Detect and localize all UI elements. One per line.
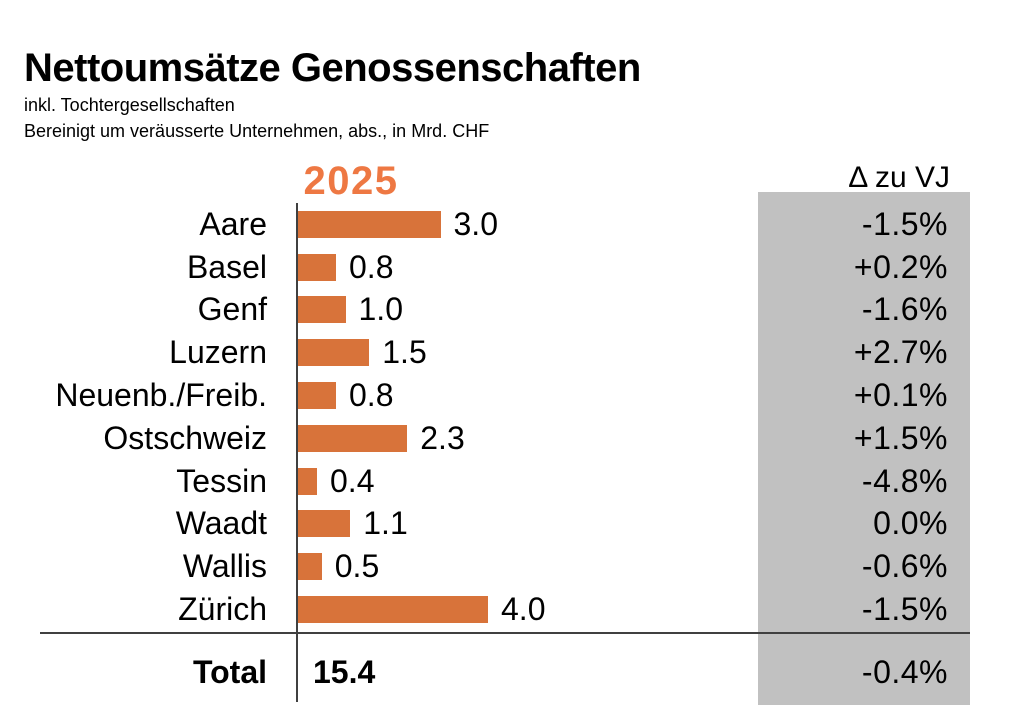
chart-row: Neuenb./Freib. 0.8 +0.1% <box>0 374 1024 417</box>
value-bar <box>298 510 351 538</box>
value-bar <box>298 553 322 581</box>
value-label: 0.5 <box>334 548 380 585</box>
column-header-delta: Δ zu VJ <box>848 161 950 194</box>
chart-row: Luzern 1.5 +2.7% <box>0 331 1024 374</box>
value-bar <box>298 339 370 367</box>
chart-row: Genf 1.0 -1.6% <box>0 289 1024 332</box>
total-value: 15.4 <box>313 653 376 690</box>
total-delta: -0.4% <box>861 653 948 690</box>
value-label: 0.8 <box>349 248 394 285</box>
chart-subtitle-2: Bereinigt um veräusserte Unternehmen, ab… <box>24 121 490 141</box>
value-bar <box>298 424 408 452</box>
value-bar <box>298 467 317 495</box>
chart-row: Wallis 0.5 -0.6% <box>0 545 1024 588</box>
value-label: 4.0 <box>501 591 546 628</box>
delta-value: -1.6% <box>861 291 948 328</box>
delta-value: +1.5% <box>853 419 948 456</box>
category-label: Genf <box>197 291 267 328</box>
delta-value: -0.6% <box>861 548 948 585</box>
total-divider-line <box>40 632 970 634</box>
value-label: 0.4 <box>330 462 375 499</box>
delta-column-background <box>758 192 970 705</box>
delta-value: +0.1% <box>853 377 948 414</box>
delta-value: 0.0% <box>873 505 948 542</box>
value-label: 1.5 <box>382 334 427 371</box>
value-bar <box>298 210 441 238</box>
chart-row: Aare 3.0 -1.5% <box>0 203 1024 246</box>
category-label: Neuenb./Freib. <box>55 377 267 414</box>
category-label: Zürich <box>178 591 267 628</box>
chart-subtitle-1: inkl. Tochtergesellschaften <box>24 95 235 115</box>
chart-row: Tessin 0.4 -4.8% <box>0 460 1024 503</box>
value-label: 1.1 <box>363 505 408 542</box>
delta-value: +0.2% <box>853 248 948 285</box>
delta-value: +2.7% <box>853 334 948 371</box>
chart-title: Nettoumsätze Genossenschaften <box>24 46 641 90</box>
column-header-year: 2025 <box>303 159 399 203</box>
category-label: Basel <box>186 248 267 285</box>
value-label: 2.3 <box>420 419 465 456</box>
chart-rows: Aare 3.0 -1.5% Basel 0.8 +0.2% Genf 1.0 -1.6% Luz… <box>0 203 1024 631</box>
category-label: Tessin <box>176 462 267 499</box>
category-label: Waadt <box>175 505 267 542</box>
category-label: Wallis <box>182 548 267 585</box>
chart-row: Waadt 1.1 0.0% <box>0 503 1024 546</box>
value-label: 0.8 <box>349 377 394 414</box>
category-label: Luzern <box>169 334 267 371</box>
chart-row: Ostschweiz 2.3 +1.5% <box>0 417 1024 460</box>
category-label: Ostschweiz <box>103 419 267 456</box>
value-bar <box>298 296 346 324</box>
chart-row: Zürich 4.0 -1.5% <box>0 588 1024 631</box>
category-label: Aare <box>199 205 267 242</box>
value-bar <box>298 382 336 410</box>
axis-baseline <box>296 203 298 702</box>
value-bar <box>298 253 336 281</box>
delta-value: -1.5% <box>861 205 948 242</box>
total-label: Total <box>192 653 267 690</box>
value-label: 3.0 <box>453 205 498 242</box>
chart-row: Basel 0.8 +0.2% <box>0 246 1024 289</box>
delta-value: -1.5% <box>861 591 948 628</box>
delta-value: -4.8% <box>861 462 948 499</box>
value-bar <box>298 596 488 624</box>
value-label: 1.0 <box>358 291 403 328</box>
